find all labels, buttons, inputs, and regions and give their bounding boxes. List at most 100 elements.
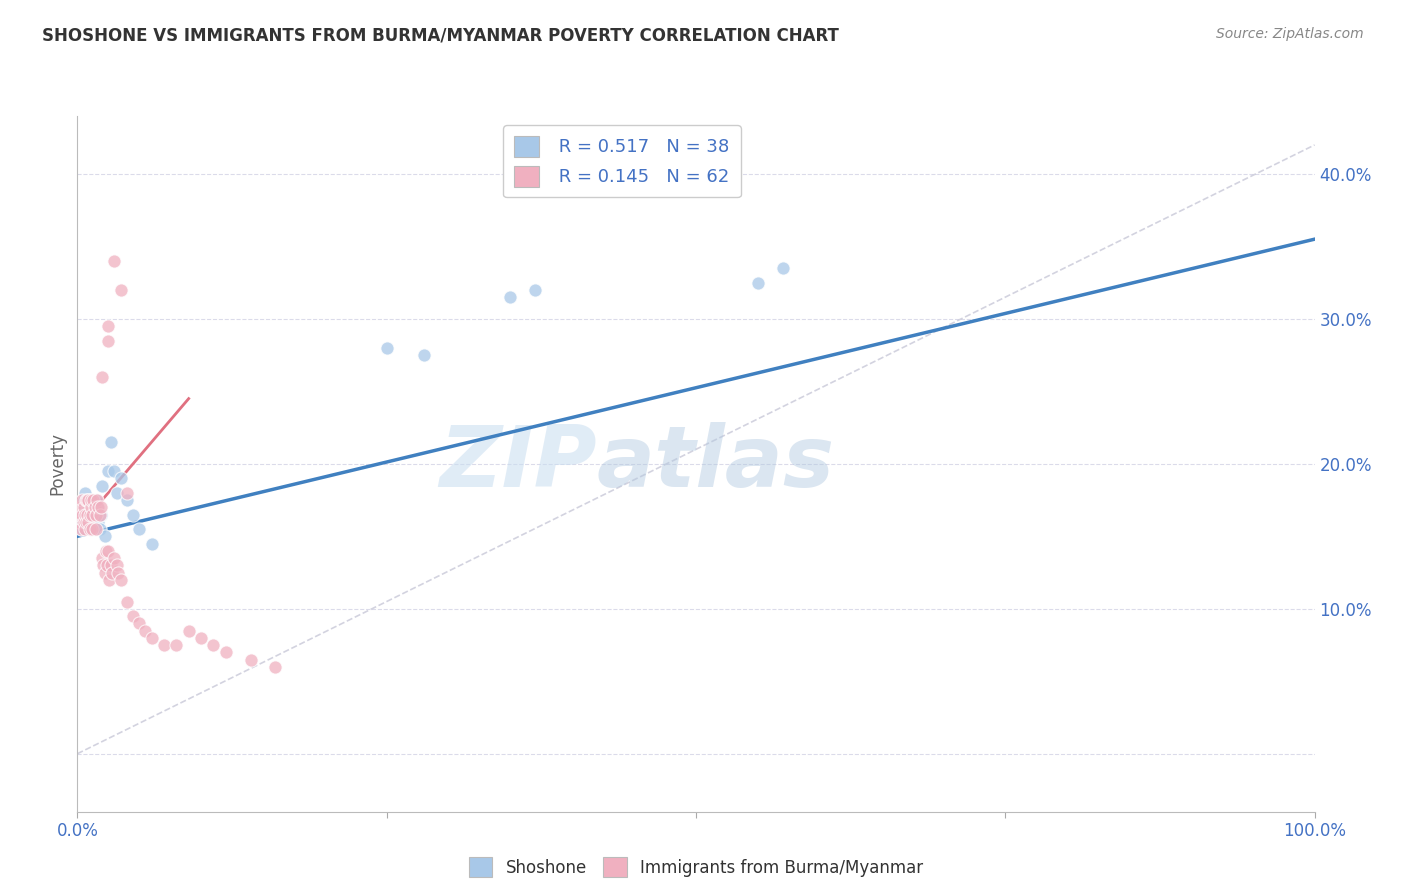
Point: [177, 624, 200, 638]
Point: [86, 500, 108, 515]
Point: [141, 631, 163, 645]
Point: [91, 369, 114, 384]
Point: [79, 508, 101, 522]
Point: [82, 522, 104, 536]
Point: [115, 485, 138, 500]
Point: [75, 515, 97, 529]
Point: [82, 500, 104, 515]
Point: [90, 508, 112, 522]
Point: [82, 508, 104, 522]
Point: [76, 508, 98, 522]
Point: [73, 522, 96, 536]
Point: [110, 573, 132, 587]
Point: [190, 631, 212, 645]
Point: [75, 515, 97, 529]
Point: [69, 508, 91, 522]
Point: [72, 493, 94, 508]
Point: [91, 551, 114, 566]
Point: [153, 638, 176, 652]
Point: [90, 500, 112, 515]
Point: [84, 508, 107, 522]
Point: [72, 522, 94, 536]
Point: [83, 500, 105, 515]
Point: [165, 638, 187, 652]
Point: [94, 543, 117, 558]
Y-axis label: Poverty: Poverty: [48, 433, 66, 495]
Point: [72, 493, 94, 508]
Point: [79, 522, 101, 536]
Point: [264, 660, 287, 674]
Point: [77, 493, 100, 508]
Point: [524, 283, 547, 297]
Point: [73, 508, 96, 522]
Point: [105, 558, 128, 573]
Point: [122, 609, 145, 624]
Point: [69, 508, 91, 522]
Point: [87, 500, 110, 515]
Point: [84, 493, 107, 508]
Point: [70, 515, 93, 529]
Point: [375, 341, 398, 355]
Point: [83, 522, 105, 536]
Point: [412, 348, 434, 362]
Point: [141, 536, 163, 550]
Point: [97, 464, 120, 478]
Point: [100, 435, 122, 450]
Point: [93, 566, 115, 580]
Point: [80, 493, 103, 508]
Point: [72, 500, 94, 515]
Point: [72, 508, 94, 522]
Point: [97, 543, 120, 558]
Point: [80, 508, 103, 522]
Point: [499, 290, 522, 304]
Point: [215, 645, 238, 659]
Point: [73, 485, 96, 500]
Point: [86, 493, 108, 508]
Point: [110, 471, 132, 485]
Point: [91, 558, 114, 573]
Point: [105, 485, 128, 500]
Point: [103, 253, 125, 268]
Point: [72, 500, 94, 515]
Point: [115, 493, 138, 508]
Point: [91, 478, 114, 492]
Text: SHOSHONE VS IMMIGRANTS FROM BURMA/MYANMAR POVERTY CORRELATION CHART: SHOSHONE VS IMMIGRANTS FROM BURMA/MYANMA…: [42, 27, 839, 45]
Point: [89, 508, 111, 522]
Point: [101, 566, 124, 580]
Point: [110, 283, 132, 297]
Point: [77, 500, 100, 515]
Point: [84, 508, 107, 522]
Point: [239, 652, 262, 666]
Point: [103, 551, 125, 566]
Text: ZIP: ZIP: [439, 422, 598, 506]
Point: [134, 624, 156, 638]
Point: [77, 515, 100, 529]
Point: [80, 500, 103, 515]
Point: [93, 529, 115, 543]
Point: [103, 464, 125, 478]
Text: atlas: atlas: [598, 422, 835, 506]
Point: [82, 522, 104, 536]
Point: [87, 515, 110, 529]
Point: [79, 522, 101, 536]
Point: [72, 515, 94, 529]
Point: [202, 638, 225, 652]
Point: [98, 573, 121, 587]
Point: [122, 508, 145, 522]
Point: [89, 522, 111, 536]
Point: [107, 566, 129, 580]
Point: [76, 493, 98, 508]
Text: Source: ZipAtlas.com: Source: ZipAtlas.com: [1216, 27, 1364, 41]
Point: [128, 616, 150, 631]
Point: [84, 522, 107, 536]
Point: [100, 558, 122, 573]
Point: [75, 493, 97, 508]
Point: [115, 594, 138, 608]
Point: [128, 522, 150, 536]
Point: [67, 515, 90, 529]
Legend: Shoshone, Immigrants from Burma/Myanmar: Shoshone, Immigrants from Burma/Myanmar: [463, 851, 929, 883]
Point: [82, 493, 104, 508]
Point: [79, 493, 101, 508]
Point: [70, 522, 93, 536]
Point: [772, 261, 794, 276]
